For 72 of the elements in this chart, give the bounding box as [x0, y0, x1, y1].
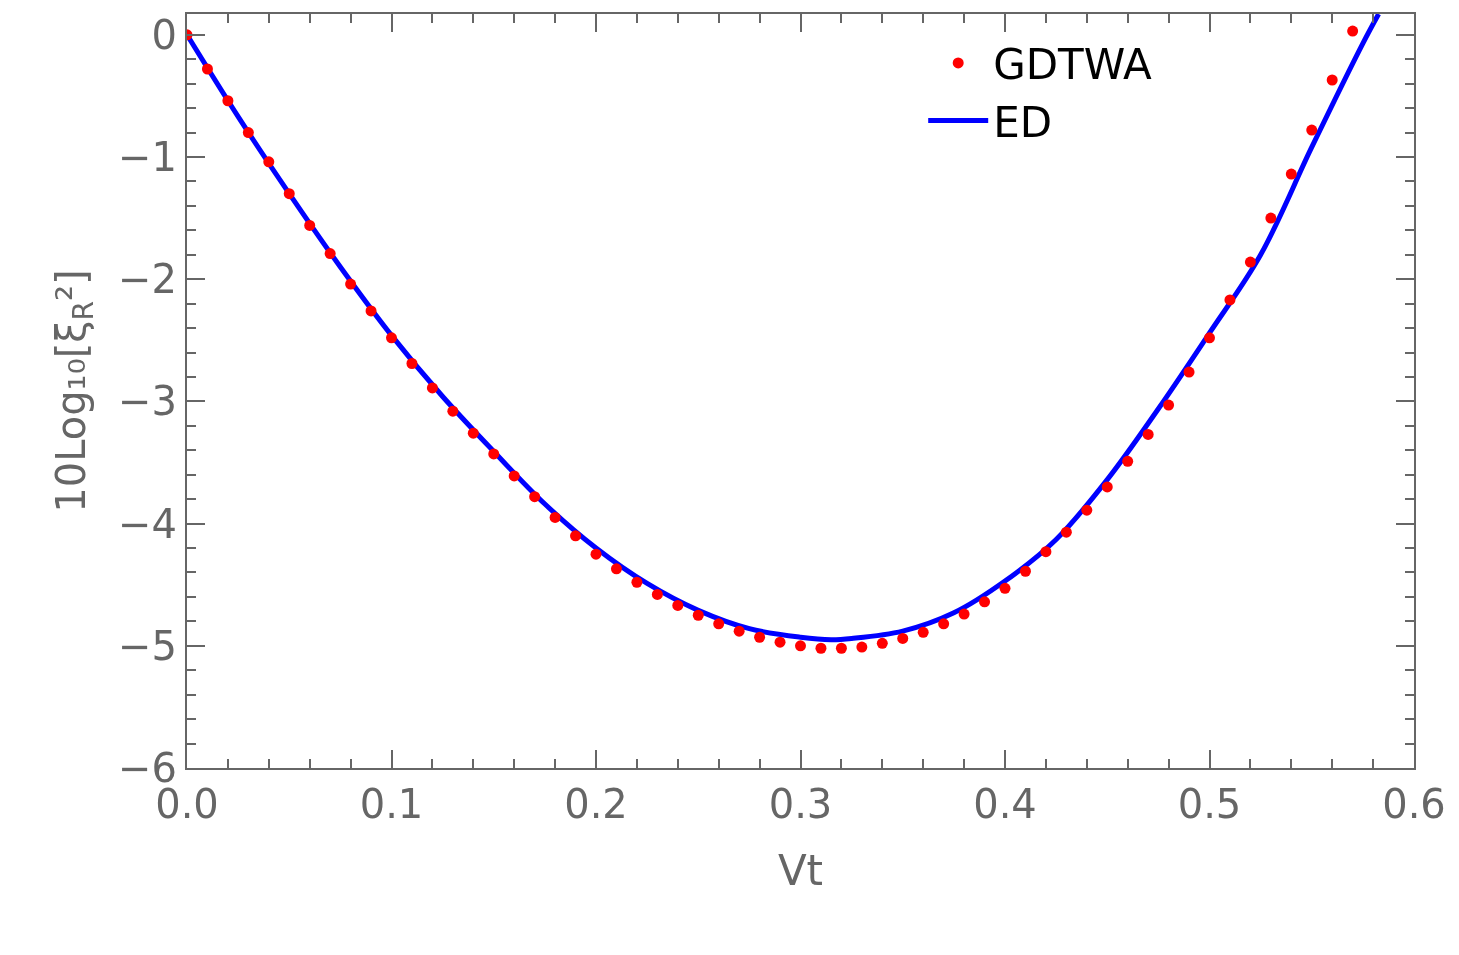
point [426, 382, 438, 394]
point [201, 63, 213, 75]
point [835, 642, 847, 654]
point [1101, 481, 1113, 493]
point [508, 470, 520, 482]
x-tick-label: 0.6 [1382, 781, 1446, 827]
x-tick-label: 0.5 [1177, 781, 1242, 827]
point [958, 608, 970, 620]
x-tick-label: 0.3 [768, 781, 833, 827]
point [1142, 428, 1154, 440]
point [590, 548, 602, 560]
point [386, 332, 397, 344]
point [1244, 256, 1256, 268]
y-tick-label: 0 [151, 11, 177, 58]
point [1183, 366, 1195, 378]
point [1163, 399, 1175, 411]
point [283, 188, 295, 200]
x-tick-label: 0.1 [359, 781, 424, 827]
x-axis-title: Vt [777, 846, 824, 896]
point [631, 576, 643, 588]
point [795, 640, 806, 652]
point [549, 511, 561, 523]
point [692, 609, 704, 621]
point [1347, 25, 1359, 37]
point [324, 248, 336, 260]
point [774, 636, 786, 648]
point [856, 641, 868, 653]
point [1265, 212, 1277, 224]
point [406, 358, 418, 369]
point [304, 219, 316, 231]
point [979, 596, 991, 608]
point [1019, 565, 1031, 577]
point [938, 618, 950, 630]
point [242, 127, 254, 139]
point [222, 95, 234, 107]
x-tick-label: 0.4 [973, 781, 1037, 827]
point [529, 491, 541, 503]
point [754, 631, 766, 643]
y-tick-label: −5 [118, 622, 177, 669]
point [897, 632, 909, 644]
point [447, 405, 459, 417]
point [263, 156, 275, 168]
point [1122, 455, 1134, 467]
point [1285, 168, 1297, 180]
point [1306, 124, 1318, 136]
point [467, 427, 479, 439]
point [917, 626, 929, 638]
point [815, 642, 827, 654]
point [365, 305, 377, 317]
point [1224, 294, 1236, 306]
point [713, 618, 725, 630]
point [1060, 526, 1072, 538]
point [672, 599, 684, 611]
point [570, 530, 582, 542]
point [999, 582, 1011, 594]
y-tick-label: −1 [118, 133, 177, 180]
point [876, 637, 888, 649]
legend-label: ED [993, 97, 1053, 147]
legend-label: GDTWA [993, 40, 1152, 90]
point [610, 563, 622, 575]
y-tick-label: −4 [118, 500, 177, 547]
point [651, 588, 663, 600]
y-tick-label: −2 [118, 256, 177, 303]
point [1204, 332, 1215, 344]
point [733, 625, 745, 637]
point [1040, 546, 1052, 558]
x-tick-label: 0.2 [564, 781, 628, 827]
point [488, 448, 500, 460]
y-tick-label: −3 [118, 378, 177, 425]
point [345, 278, 357, 290]
point [1326, 74, 1338, 86]
point [1081, 504, 1093, 516]
